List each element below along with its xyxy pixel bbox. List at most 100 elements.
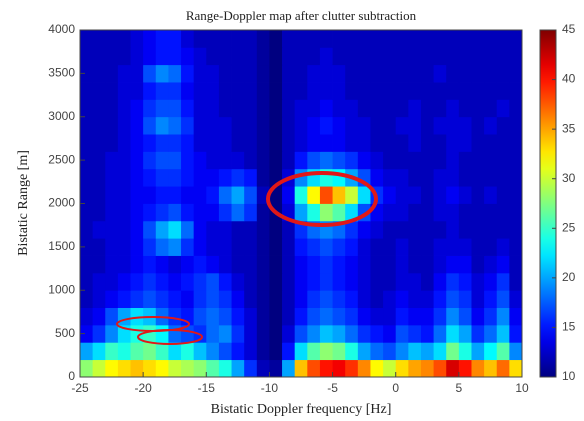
heat-cell [218,324,232,343]
heat-cell [256,30,270,48]
heat-cell [256,151,270,170]
heat-cell [345,342,359,361]
heat-cell [155,151,169,170]
heat-cell [117,255,131,274]
heat-cell [395,359,409,378]
heat-cell [294,324,308,343]
heat-cell [496,342,510,361]
heat-cell [420,151,434,170]
heat-cell [433,186,447,204]
heat-cell [357,307,371,326]
heat-cell [155,359,169,378]
heat-cell [509,290,523,308]
heat-cell [420,255,434,274]
heat-cell [244,359,258,378]
heat-cell [218,82,232,100]
heat-cell [256,342,270,361]
heat-cell [395,255,409,274]
heat-cell [105,116,119,135]
heat-cell [168,47,182,66]
heat-cell [143,47,157,66]
heat-cell [420,220,434,239]
heat-cell [509,134,523,152]
heat-cell [193,47,207,66]
heat-cell [168,99,182,118]
heat-cell [395,134,409,152]
heat-cell [319,99,333,118]
heat-cell [319,203,333,222]
heat-cell [294,359,308,378]
heat-cell [345,116,359,135]
heat-cell [168,134,182,152]
heat-cell [509,82,523,100]
heat-cell [92,151,106,170]
heat-cell [484,324,498,343]
heat-cell [155,220,169,239]
heat-cell [143,82,157,100]
heat-cell [130,203,144,222]
heat-cell [80,30,94,48]
heat-cell [231,30,245,48]
heat-cell [484,255,498,274]
heat-cell [446,220,460,239]
heat-cell [370,220,384,239]
heat-cell [231,82,245,100]
heat-cell [319,307,333,326]
heat-cell [395,324,409,343]
heat-cell [509,342,523,361]
heat-cell [345,134,359,152]
heat-cell [130,30,144,48]
heat-cell [383,99,397,118]
heat-cell [458,290,472,308]
heat-cell [383,30,397,48]
heat-cell [408,272,422,291]
heat-cell [117,272,131,291]
heat-cell [332,64,346,83]
heat-cell [345,64,359,83]
heat-cell [496,99,510,118]
heat-cell [345,272,359,291]
heat-cell [256,99,270,118]
heat-cell [294,186,308,204]
heat-cell [319,116,333,135]
heat-cell [244,272,258,291]
heat-cell [458,342,472,361]
heat-cell [168,307,182,326]
heat-cell [383,151,397,170]
heat-cell [395,238,409,256]
heat-cell [458,64,472,83]
heat-cell [143,272,157,291]
heat-cell [484,272,498,291]
heat-cell [383,290,397,308]
heat-cell [193,99,207,118]
heat-cell [244,203,258,222]
colorbar [539,29,557,378]
heat-cell [244,324,258,343]
heat-cell [282,307,296,326]
heat-cell [206,272,220,291]
heat-cell [105,168,119,187]
heat-cell [345,324,359,343]
heat-cell [357,30,371,48]
heat-cell [408,307,422,326]
heat-cell [496,168,510,187]
heat-cell [256,307,270,326]
x-tick-label: -5 [327,381,338,395]
heat-cell [130,47,144,66]
heat-cell [80,272,94,291]
heat-cell [92,82,106,100]
heat-cell [282,47,296,66]
heat-cell [408,220,422,239]
heat-cell [345,290,359,308]
heat-cell [80,151,94,170]
heat-cell [319,30,333,48]
heat-cell [168,359,182,378]
heat-cell [420,47,434,66]
heat-cell [80,342,94,361]
heat-cell [408,342,422,361]
heat-cell [244,290,258,308]
heat-cell [484,307,498,326]
heat-cell [168,238,182,256]
heat-cell [130,151,144,170]
heat-cell [105,359,119,378]
